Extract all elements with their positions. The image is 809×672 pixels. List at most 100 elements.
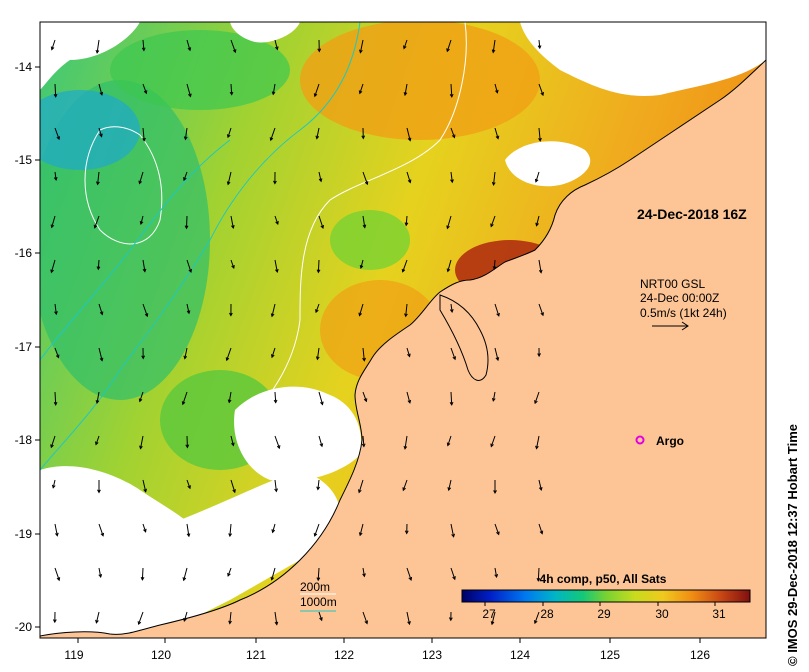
current-vector-head	[183, 136, 188, 141]
current-vector	[493, 259, 496, 270]
current-vector-head	[496, 531, 500, 536]
current-vector	[98, 567, 102, 578]
current-vector-head	[232, 49, 237, 54]
lon-tick-label: 123	[422, 648, 442, 662]
current-vector-head	[96, 181, 100, 186]
current-vector	[538, 523, 543, 534]
current-vector	[406, 347, 411, 357]
current-vector	[230, 435, 234, 446]
current-vector-head	[359, 264, 364, 270]
current-vector-head	[54, 311, 58, 316]
current-vector	[359, 83, 364, 94]
current-vector-head	[313, 93, 318, 98]
land-mass	[40, 59, 766, 638]
cloud-mask	[180, 470, 341, 620]
current-vector-head	[232, 489, 236, 494]
current-vector	[98, 83, 103, 96]
current-vector-head	[182, 577, 187, 582]
current-vector	[230, 259, 235, 269]
current-vector	[138, 611, 144, 625]
current-vector	[96, 39, 100, 53]
current-vector	[98, 127, 103, 137]
current-vector	[186, 303, 190, 314]
current-vector-head	[404, 530, 409, 535]
current-vector	[538, 479, 542, 491]
land-peninsula	[439, 294, 489, 381]
lat-tick-label: -19	[15, 527, 33, 541]
current-vector-head	[364, 181, 369, 186]
current-vector	[274, 259, 278, 273]
current-vector-head	[274, 488, 278, 493]
current-vector-head	[495, 357, 500, 362]
current-vector	[402, 259, 408, 272]
current-vector-head	[181, 401, 186, 406]
current-vector-head	[50, 444, 54, 449]
current-vector-head	[315, 309, 319, 314]
current-vector	[359, 39, 364, 53]
current-vector	[448, 479, 452, 491]
current-vector-head	[319, 443, 324, 448]
current-vector-head	[315, 135, 320, 140]
current-vector-head	[229, 91, 234, 96]
current-vector	[536, 215, 540, 226]
current-vector-head	[451, 134, 456, 139]
current-vector-head	[364, 620, 368, 625]
current-vector-head	[228, 533, 233, 538]
current-vector-head	[183, 177, 187, 182]
current-vector-head	[494, 574, 499, 578]
current-vector	[450, 347, 456, 360]
current-vector	[95, 435, 100, 445]
current-vector	[94, 215, 100, 228]
current-vector	[142, 303, 148, 317]
current-vector-head	[407, 179, 412, 184]
current-vector-head	[56, 136, 60, 141]
lon-tick-label: 126	[690, 648, 710, 662]
current-vector-head	[51, 484, 56, 489]
current-vector-head	[139, 220, 144, 226]
current-vector-head	[452, 356, 456, 361]
current-vector-head	[52, 619, 57, 624]
current-vector	[494, 347, 499, 361]
argo-float-marker	[635, 435, 645, 445]
current-vector	[54, 127, 60, 140]
current-vector-head	[493, 490, 497, 495]
current-vector	[446, 215, 452, 229]
current-vector-head	[535, 222, 539, 227]
isobath-200m-line	[249, 22, 467, 421]
current-vector	[186, 479, 191, 489]
current-vector-head	[99, 133, 103, 138]
current-vector-head	[319, 617, 323, 622]
current-vector-head	[362, 224, 367, 229]
current-vector-head	[274, 621, 279, 626]
current-vector	[141, 567, 144, 580]
current-vector	[317, 567, 320, 581]
current-vector	[54, 523, 58, 536]
current-vector	[492, 391, 496, 401]
current-vector	[184, 127, 188, 140]
current-vector	[96, 391, 100, 404]
current-vector	[97, 259, 100, 270]
current-vector-head	[359, 49, 363, 54]
current-vector	[140, 215, 144, 225]
current-vector-head	[320, 225, 324, 229]
current-vector-head	[270, 576, 275, 581]
current-vector-head	[97, 489, 101, 494]
current-vector	[491, 611, 496, 625]
current-vector-head	[316, 486, 321, 491]
current-vector-head	[449, 309, 454, 314]
current-vector-head	[231, 442, 235, 447]
cloud-mask	[234, 386, 362, 482]
current-vector-head	[537, 45, 542, 50]
colorbar-tick-label: 28	[540, 607, 554, 621]
current-time-label: 24-Dec 00:00Z	[640, 291, 719, 305]
current-vector	[270, 127, 276, 141]
current-vector-head	[315, 356, 320, 361]
current-vector	[404, 83, 408, 96]
current-vector	[274, 611, 278, 625]
current-vector-head	[535, 445, 539, 450]
lat-tick-label: -18	[15, 433, 33, 447]
current-vector-head	[276, 445, 281, 450]
current-vector-head	[184, 225, 189, 230]
current-vector-head	[408, 576, 413, 581]
current-vector	[535, 171, 540, 182]
